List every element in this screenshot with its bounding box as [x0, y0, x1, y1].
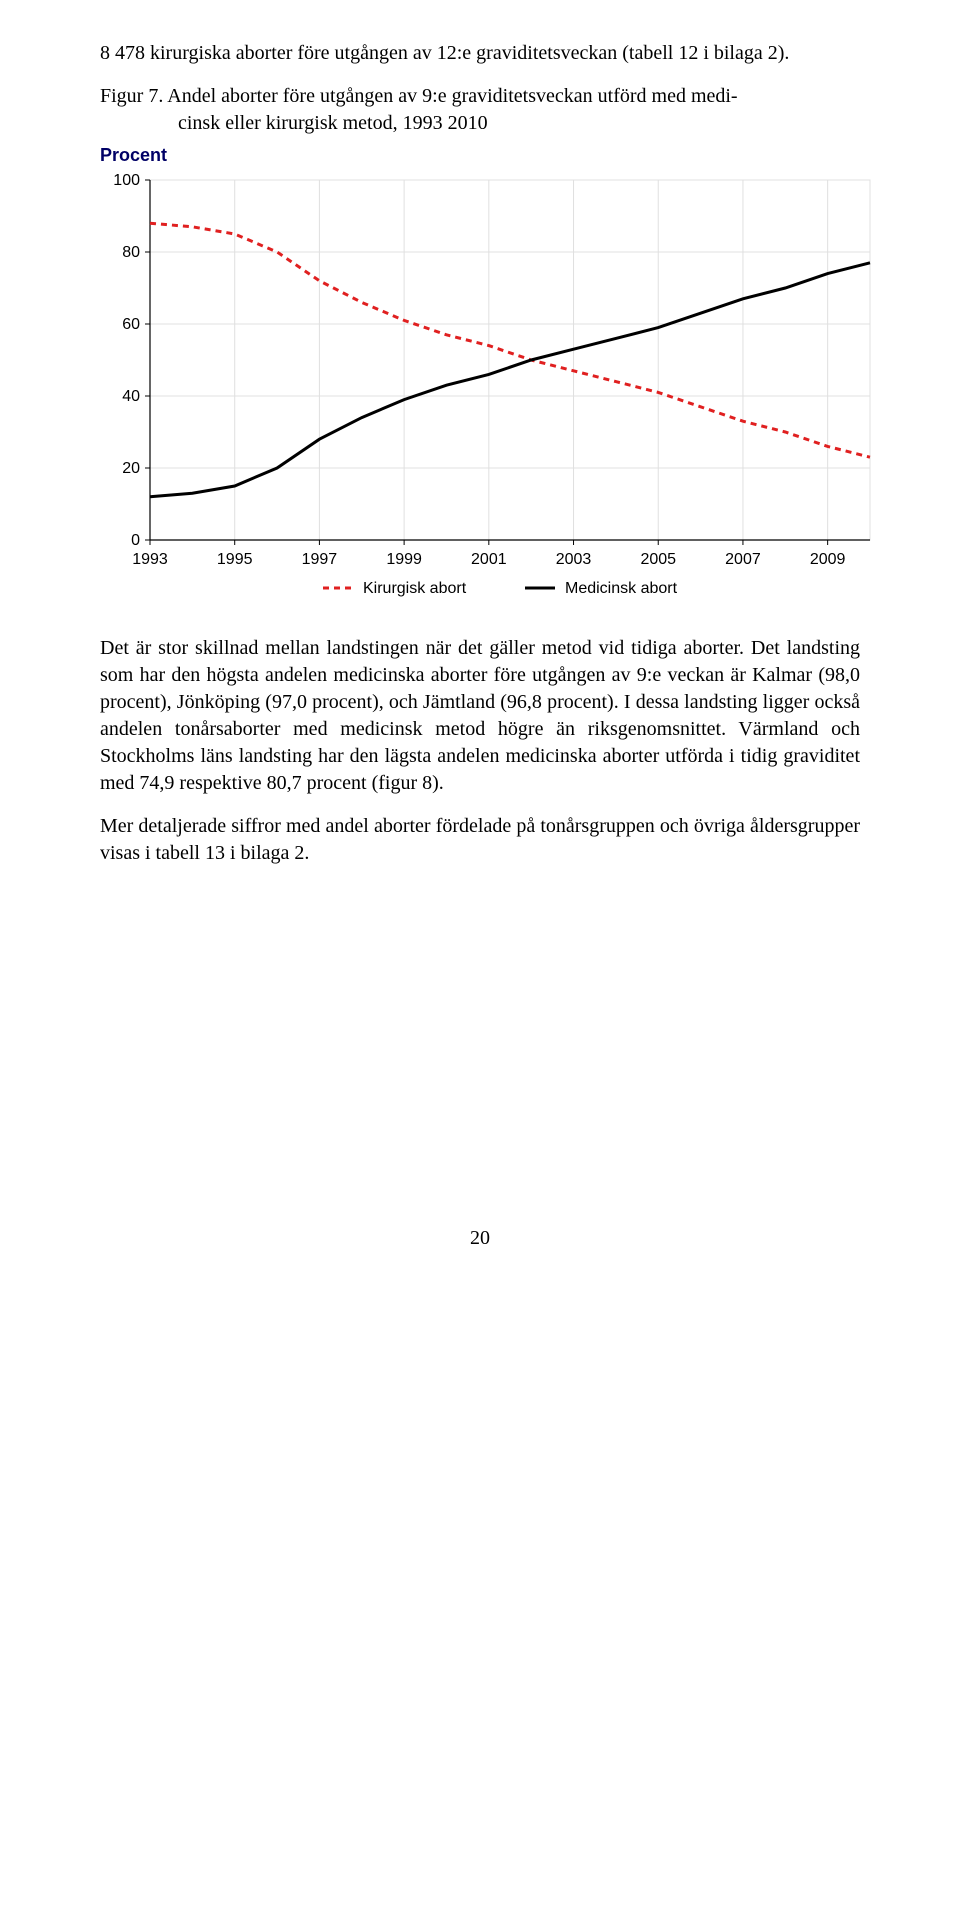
svg-text:2007: 2007: [725, 551, 761, 568]
chart-y-label: Procent: [100, 145, 860, 166]
svg-text:20: 20: [122, 460, 140, 477]
figure-caption: Figur 7. Andel aborter före utgången av …: [100, 83, 860, 137]
figure-caption-text-1: Andel aborter före utgången av 9:e gravi…: [167, 85, 737, 107]
svg-text:Medicinsk abort: Medicinsk abort: [565, 580, 678, 597]
chart-container: Procent 0 20 40 60 80 100 1993 1995 1997 1999 2001…: [100, 145, 860, 605]
svg-text:1999: 1999: [386, 551, 422, 568]
svg-text:Kirurgisk abort: Kirurgisk abort: [363, 580, 467, 597]
svg-text:100: 100: [113, 172, 140, 189]
svg-text:2005: 2005: [640, 551, 676, 568]
page-number: 20: [100, 1227, 860, 1250]
figure-caption-text-2: cinsk eller kirurgisk metod, 1993 2010: [100, 110, 860, 137]
svg-text:40: 40: [122, 388, 140, 405]
svg-text:1993: 1993: [132, 551, 168, 568]
svg-text:80: 80: [122, 244, 140, 261]
svg-text:60: 60: [122, 316, 140, 333]
svg-text:2001: 2001: [471, 551, 507, 568]
body-paragraph-1: Det är stor skillnad mellan landstingen …: [100, 635, 860, 797]
svg-text:1995: 1995: [217, 551, 253, 568]
svg-text:2003: 2003: [556, 551, 592, 568]
svg-text:0: 0: [131, 532, 140, 549]
svg-text:2009: 2009: [810, 551, 846, 568]
intro-paragraph: 8 478 kirurgiska aborter före utgången a…: [100, 40, 860, 67]
svg-text:1997: 1997: [302, 551, 338, 568]
line-chart: 0 20 40 60 80 100 1993 1995 1997 1999 2001 2003 2005…: [100, 170, 882, 600]
body-paragraph-2: Mer detaljerade siffror med andel aborte…: [100, 813, 860, 867]
figure-label: Figur 7.: [100, 85, 163, 107]
